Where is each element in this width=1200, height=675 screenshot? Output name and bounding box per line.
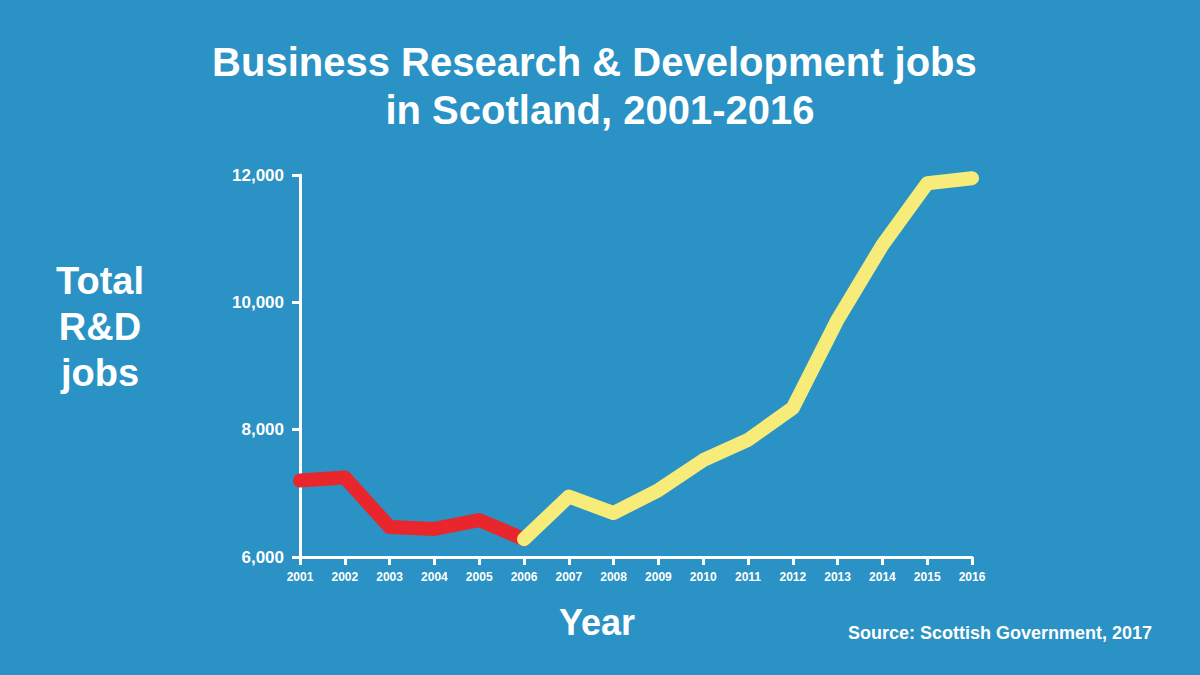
svg-text:10,000: 10,000 — [232, 293, 284, 312]
svg-text:Year: Year — [559, 602, 635, 643]
svg-text:2007: 2007 — [555, 570, 582, 584]
svg-text:2015: 2015 — [914, 570, 941, 584]
svg-text:2009: 2009 — [645, 570, 672, 584]
svg-text:R&D: R&D — [59, 306, 141, 348]
svg-text:2014: 2014 — [869, 570, 896, 584]
svg-text:8,000: 8,000 — [241, 420, 284, 439]
svg-text:2008: 2008 — [600, 570, 627, 584]
svg-text:Total: Total — [56, 260, 144, 302]
svg-text:in Scotland, 2001-2016: in Scotland, 2001-2016 — [385, 88, 814, 132]
svg-text:6,000: 6,000 — [241, 548, 284, 567]
svg-text:2006: 2006 — [511, 570, 538, 584]
svg-text:jobs: jobs — [60, 352, 139, 394]
svg-text:2010: 2010 — [690, 570, 717, 584]
svg-text:2002: 2002 — [331, 570, 358, 584]
svg-text:2005: 2005 — [466, 570, 493, 584]
svg-text:2012: 2012 — [779, 570, 806, 584]
svg-text:2003: 2003 — [376, 570, 403, 584]
svg-text:2013: 2013 — [824, 570, 851, 584]
svg-text:2011: 2011 — [735, 570, 761, 584]
svg-text:2016: 2016 — [959, 570, 986, 584]
svg-text:12,000: 12,000 — [232, 166, 284, 185]
svg-text:Business Research & Developmen: Business Research & Development jobs — [212, 40, 988, 84]
svg-text:2001: 2001 — [287, 570, 314, 584]
svg-text:2004: 2004 — [421, 570, 448, 584]
svg-text:Source: Scottish Government, 2: Source: Scottish Government, 2017 — [848, 623, 1152, 643]
